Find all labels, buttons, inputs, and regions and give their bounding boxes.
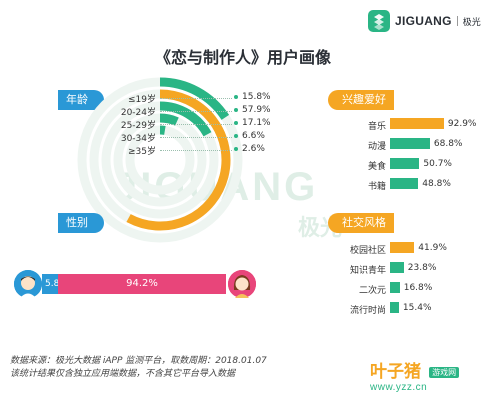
logo-name: JIGUANG <box>395 14 452 28</box>
logo-cn: 极光 <box>462 17 481 28</box>
male-avatar <box>14 270 42 298</box>
social-value-label: 41.9% <box>418 243 447 253</box>
social-category-label: 二次元 <box>358 286 386 296</box>
male-avatar-icon <box>14 270 42 298</box>
social-category-label: 知识青年 <box>349 266 386 276</box>
age-category-label: ≥35岁 <box>128 147 156 157</box>
age-category-label: 20-24岁 <box>120 108 156 118</box>
gender-bar: 5.8% 94.2% <box>42 274 226 294</box>
age-value-label: 6.6% <box>234 131 265 141</box>
gender-male-segment: 5.8% <box>42 274 68 294</box>
logo-divider <box>456 16 458 26</box>
footer-line-1: 数据来源：极光大数据 iAPP 监测平台，取数周期：2018.01.07 <box>10 356 267 366</box>
gender-female-segment: 94.2% <box>58 274 226 294</box>
yzz-brand-name: 叶子猪 <box>370 362 421 382</box>
interest-bar <box>390 118 444 129</box>
gender-section-tag: 性别 <box>58 213 104 233</box>
social-bar <box>390 242 415 253</box>
interest-value-label: 68.8% <box>433 139 463 149</box>
age-leader-line <box>160 111 232 112</box>
age-value-label: 57.9% <box>234 105 271 115</box>
age-leader-line <box>160 150 232 151</box>
social-bar <box>390 282 400 293</box>
social-value-label: 23.8% <box>407 263 437 273</box>
yzz-brand-url: www.yzz.cn <box>370 382 428 393</box>
age-arc-0 <box>159 77 230 120</box>
interest-bar <box>390 138 430 149</box>
age-value-text: 6.6% <box>242 131 265 141</box>
age-category-label: 25-29岁 <box>120 121 156 131</box>
age-value-dot <box>234 134 238 138</box>
social-category-label: 流行时尚 <box>349 306 386 316</box>
social-value-label: 15.4% <box>402 303 432 313</box>
age-value-dot <box>234 121 238 125</box>
interest-value-label: 48.8% <box>422 179 451 189</box>
female-avatar-icon <box>228 270 256 298</box>
age-value-label: 17.1% <box>234 118 271 128</box>
jiguang-logo-icon <box>368 10 390 32</box>
age-section-tag: 年龄 <box>58 90 104 110</box>
interest-category-label: 书籍 <box>367 182 386 192</box>
jiguang-logo: JIGUANG 极光 <box>368 10 481 32</box>
female-avatar <box>228 270 256 298</box>
social-bar <box>390 262 404 273</box>
age-value-text: 2.6% <box>242 144 265 154</box>
age-category-label: 30-34岁 <box>120 134 156 144</box>
social-category-label: 校园社区 <box>349 246 386 256</box>
interests-section-tag: 兴趣爱好 <box>328 90 394 110</box>
age-value-label: 2.6% <box>234 144 265 154</box>
interest-value-label: 92.9% <box>447 119 477 129</box>
interest-bar <box>390 158 420 169</box>
age-value-label: 15.8% <box>234 92 271 102</box>
age-arc-3 <box>159 113 179 126</box>
age-value-text: 17.1% <box>242 118 271 128</box>
yzz-brand: 叶子猪 游戏网 www.yzz.cn <box>370 357 460 393</box>
social-value-label: 16.8% <box>403 283 433 293</box>
interest-value-label: 50.7% <box>423 159 452 169</box>
age-value-dot <box>234 147 238 151</box>
yzz-brand-badge: 游戏网 <box>429 367 460 378</box>
age-leader-line <box>160 124 232 125</box>
interest-category-label: 美食 <box>367 162 386 172</box>
footer-line-2: 该统计结果仅含独立应用端数据，不含其它平台导入数据 <box>10 369 236 379</box>
age-value-dot <box>234 108 238 112</box>
age-value-dot <box>234 95 238 99</box>
age-category-label: ≤19岁 <box>128 95 156 105</box>
age-leader-line <box>160 98 232 99</box>
interest-bar <box>390 178 419 189</box>
age-value-text: 15.8% <box>242 92 271 102</box>
watermark: JIGUANG <box>115 165 319 209</box>
age-leader-line <box>160 137 232 138</box>
page-title: 《恋与制作人》用户画像 <box>154 48 331 67</box>
social-section-tag: 社交风格 <box>328 213 394 233</box>
footer-note: 数据来源：极光大数据 iAPP 监测平台，取数周期：2018.01.07 该统计… <box>10 355 267 381</box>
social-bar <box>390 302 399 313</box>
age-value-text: 57.9% <box>242 105 271 115</box>
interest-category-label: 动漫 <box>367 142 386 152</box>
interest-category-label: 音乐 <box>367 122 386 132</box>
